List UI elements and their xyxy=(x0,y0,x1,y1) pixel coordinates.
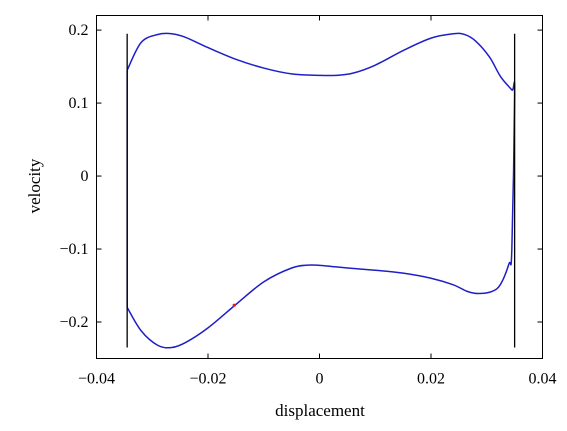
plot-frame xyxy=(96,15,543,359)
y-axis-ticks: 0.2 0.1 0 −0.1 −0.2 xyxy=(59,22,543,331)
y-tick-label: −0.2 xyxy=(59,314,88,331)
orbit-curve xyxy=(126,32,516,349)
y-tick-label: 0.2 xyxy=(69,22,89,39)
x-tick-label: −0.02 xyxy=(189,371,226,388)
y-axis-label: velocity xyxy=(25,158,44,213)
x-tick-label: −0.04 xyxy=(78,371,115,388)
y-tick-label: −0.1 xyxy=(59,241,88,258)
y-tick-label: 0.1 xyxy=(69,95,89,112)
y-tick-label: 0 xyxy=(81,168,89,185)
x-tick-label: 0.02 xyxy=(417,371,445,388)
series-layer xyxy=(126,32,516,349)
x-tick-label: 0 xyxy=(316,371,324,388)
x-tick-label: 0.04 xyxy=(529,371,557,388)
x-axis-ticks: −0.04 −0.02 0 0.02 0.04 xyxy=(78,15,557,388)
marker-point xyxy=(232,303,236,307)
x-axis-label: displacement xyxy=(275,401,365,420)
